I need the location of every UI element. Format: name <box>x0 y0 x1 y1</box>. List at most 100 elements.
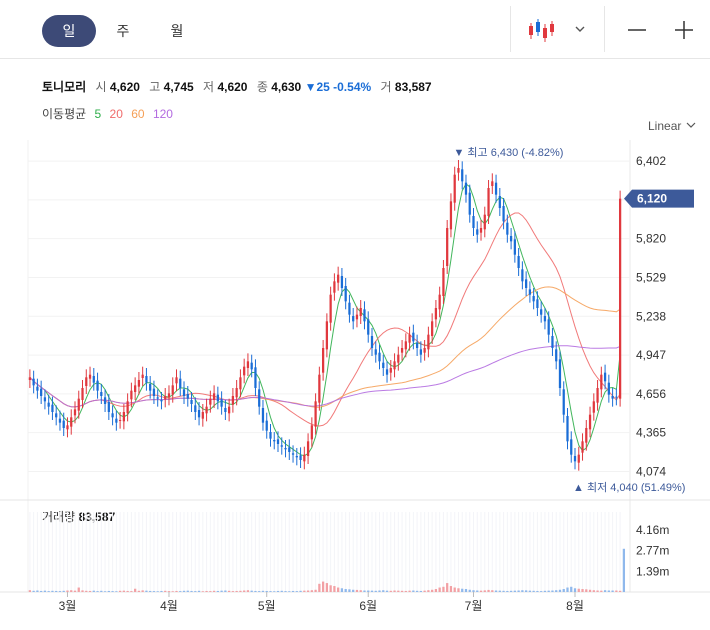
candle <box>540 301 543 323</box>
volume-bar <box>288 591 291 592</box>
volume-bar <box>517 590 520 592</box>
volume-bar <box>103 591 107 592</box>
volume-bar <box>521 590 524 592</box>
volume-bar <box>66 590 69 592</box>
volume-bar <box>547 590 550 592</box>
volume-bar <box>592 590 595 592</box>
volume-bar <box>543 590 547 592</box>
volume-bar <box>141 590 144 592</box>
candlestick-icon[interactable] <box>527 14 555 46</box>
candle <box>62 412 65 436</box>
volume-bar <box>261 590 265 592</box>
candle <box>197 402 201 426</box>
candle <box>179 370 182 396</box>
moving-average-legend[interactable]: 이동평균 5 20 60 120 <box>42 105 178 122</box>
tab-month[interactable]: 월 <box>170 23 184 39</box>
volume-bar <box>412 590 415 592</box>
volume-bar <box>603 590 607 592</box>
candle-body <box>600 374 603 390</box>
plus-icon[interactable] <box>673 14 695 46</box>
candle <box>85 369 88 394</box>
candle-body <box>378 352 381 362</box>
candle-body <box>434 308 438 320</box>
candle <box>51 396 54 420</box>
volume-bar <box>209 591 212 592</box>
candle-body <box>506 222 509 235</box>
current-price-badge-shape <box>624 189 694 208</box>
candle-body <box>321 348 325 373</box>
candle <box>314 393 317 435</box>
candle <box>453 166 456 211</box>
tab-week[interactable]: 주 <box>116 23 130 39</box>
y-tick-label: 5,238 <box>636 309 666 323</box>
candle-body <box>111 413 114 418</box>
candle <box>149 376 152 399</box>
candle-body <box>453 174 456 203</box>
candle <box>306 433 310 464</box>
candle-body <box>333 281 336 293</box>
candle-body <box>415 342 419 348</box>
candle-body <box>310 425 313 440</box>
candle <box>134 377 137 400</box>
volume-value: 83,587 <box>394 80 432 94</box>
candle-body <box>570 439 573 455</box>
candle-body <box>483 214 486 230</box>
candle <box>137 372 141 395</box>
volume-bar <box>273 591 276 592</box>
volume-bar <box>284 591 287 592</box>
volume-bar <box>352 589 355 592</box>
candle <box>494 174 498 203</box>
volume-bar <box>303 590 306 592</box>
candle <box>611 388 614 407</box>
volume-bar <box>152 591 156 592</box>
volume-bar <box>134 588 137 592</box>
candle <box>393 353 396 378</box>
candle <box>397 346 400 371</box>
y-tick-label: 4,365 <box>636 426 666 440</box>
y-tick-label: 4,656 <box>636 387 666 401</box>
candle <box>446 220 449 274</box>
ma-label: 이동평균 <box>42 107 87 121</box>
volume-bar <box>528 590 532 592</box>
candle <box>337 266 340 291</box>
candle <box>73 401 77 424</box>
candle-body <box>55 413 58 418</box>
candle <box>333 273 336 301</box>
candle <box>581 433 584 461</box>
candle-body <box>96 380 99 391</box>
volume-bar <box>314 589 317 592</box>
tab-day[interactable]: 일 <box>42 15 96 47</box>
candle-body <box>374 349 377 355</box>
candle <box>47 394 50 415</box>
volume-bar <box>442 586 445 592</box>
minus-icon[interactable] <box>626 14 648 46</box>
volume-bar <box>164 590 167 592</box>
volume-bar <box>137 590 141 592</box>
volume-bar <box>479 590 483 592</box>
volume-bar <box>585 589 588 592</box>
candle-body <box>344 286 347 302</box>
candle <box>310 417 313 448</box>
volume-bar <box>179 591 182 592</box>
ma20-label: 20 <box>109 107 123 121</box>
stock-summary: 토니모리 시 4,620 고 4,745 저 4,620 종 4,630 ▼25… <box>42 78 432 95</box>
volume-bar <box>28 590 32 592</box>
candle-body <box>149 384 152 391</box>
scale-selector[interactable]: Linear <box>648 119 697 133</box>
candle-body <box>73 409 77 416</box>
candle <box>43 389 47 410</box>
volume-bar <box>370 590 374 592</box>
chevron-down-icon[interactable] <box>572 14 588 46</box>
volume-bar <box>363 590 366 592</box>
candle-body <box>423 348 426 353</box>
volume-bar <box>461 588 464 592</box>
candle-body <box>449 201 453 230</box>
volume-bar <box>453 587 456 592</box>
candle-body <box>164 396 167 400</box>
candle <box>378 344 381 370</box>
candle-body <box>509 236 513 242</box>
candle <box>408 326 411 351</box>
candle <box>288 439 291 460</box>
volume-bar <box>250 590 253 592</box>
